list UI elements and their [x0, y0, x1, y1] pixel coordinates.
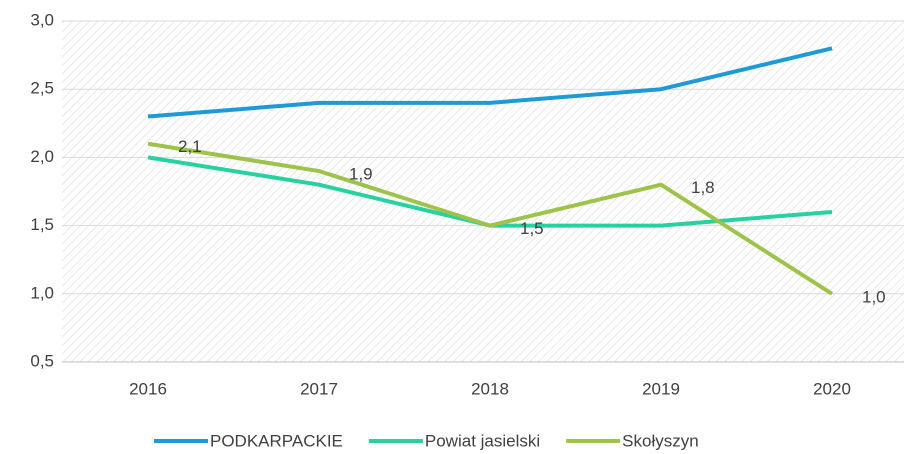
data-label: 1,5 — [520, 219, 544, 238]
x-tick-label: 2019 — [642, 379, 680, 398]
data-label: 1,0 — [862, 287, 886, 306]
series-line — [147, 46, 833, 119]
y-tick-label: 2,0 — [30, 147, 54, 166]
x-tick-label: 2018 — [471, 379, 509, 398]
x-tick-label: 2016 — [129, 379, 167, 398]
y-tick-label: 2,5 — [30, 79, 54, 98]
x-tick-label: 2017 — [300, 379, 338, 398]
series-line — [147, 141, 834, 296]
y-tick-label: 0,5 — [30, 351, 54, 370]
legend-label: Skołyszyn — [622, 431, 699, 450]
y-tick-label: 1,5 — [30, 215, 54, 234]
plot-background — [62, 21, 904, 362]
data-label: 1,9 — [349, 165, 373, 184]
y-tick-label: 1,0 — [30, 283, 54, 302]
data-label: 1,8 — [691, 178, 715, 197]
data-label: 2,1 — [178, 137, 202, 156]
y-tick-label: 3,0 — [30, 10, 54, 29]
legend-label: PODKARPACKIE — [210, 431, 343, 450]
legend-label: Powiat jasielski — [425, 431, 540, 450]
x-tick-label: 2020 — [813, 379, 851, 398]
